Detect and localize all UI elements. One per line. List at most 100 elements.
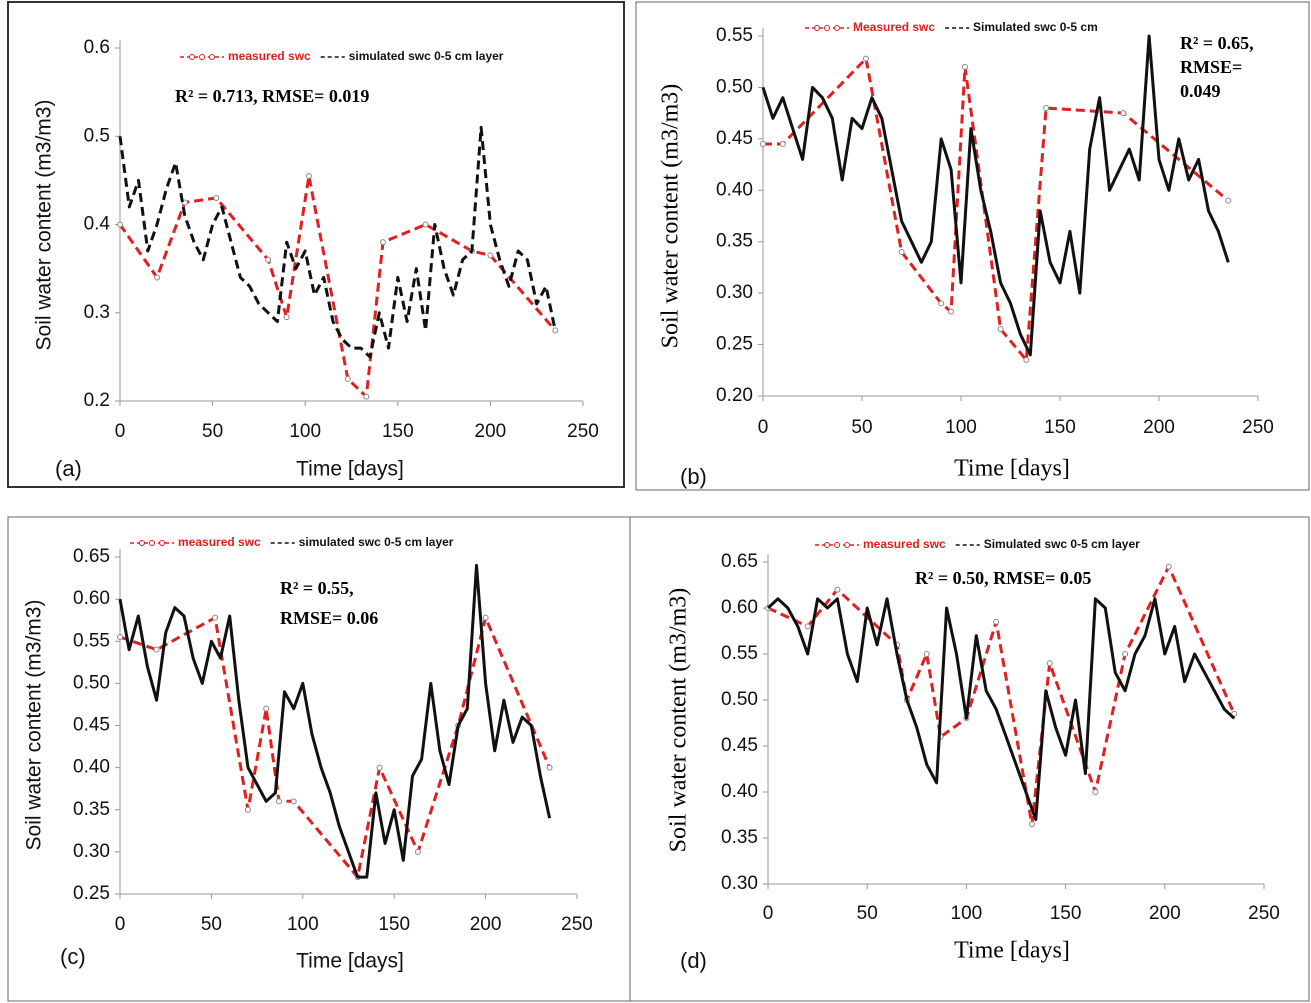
- y-tick-label: 0.4: [84, 214, 111, 235]
- y-tick-label: 0.5: [84, 125, 110, 146]
- y-tick-label: 0.55: [73, 630, 110, 651]
- y-tick-label: 0.45: [716, 128, 753, 149]
- legend-label: simulated swc 0-5 cm layer: [349, 49, 504, 63]
- x-axis-title: Time [days]: [296, 950, 404, 973]
- data-point: [344, 375, 351, 382]
- x-tick-label: 100: [951, 903, 983, 924]
- data-point: [948, 308, 955, 315]
- data-point: [482, 614, 489, 621]
- x-tick-label: 100: [289, 421, 321, 442]
- annotation: 0.049: [1180, 81, 1221, 101]
- data-point: [760, 141, 766, 147]
- y-tick-label: 0.30: [716, 282, 753, 303]
- y-tick-label: 0.35: [716, 231, 753, 252]
- data-line: [766, 597, 1236, 822]
- data-point: [376, 764, 383, 771]
- data-point: [244, 806, 251, 813]
- annotation: RMSE=: [1180, 57, 1242, 77]
- y-tick-label: 0.55: [716, 25, 753, 46]
- data-point: [1028, 821, 1035, 828]
- x-tick-label: 100: [287, 914, 319, 935]
- y-tick-label: 0.50: [73, 672, 110, 693]
- x-tick-label: 150: [1050, 903, 1082, 924]
- panel-label: (b): [680, 464, 707, 489]
- x-tick-label: 200: [1149, 903, 1181, 924]
- data-line: [763, 57, 1230, 362]
- data-point: [487, 252, 494, 259]
- y-tick-label: 0.50: [721, 689, 758, 710]
- x-tick-label: 0: [115, 914, 126, 935]
- data-point: [1023, 357, 1030, 363]
- legend-symbol-marker: [159, 540, 165, 546]
- y-tick-label: 0.2: [84, 390, 110, 411]
- data-point: [363, 393, 370, 400]
- data-point: [263, 705, 270, 712]
- y-tick-label: 0.45: [721, 735, 758, 756]
- data-point: [1231, 710, 1238, 717]
- legend-label: measured swc: [228, 49, 311, 63]
- y-tick-label: 0.35: [721, 827, 758, 848]
- data-point: [997, 326, 1004, 333]
- y-tick-label: 0.55: [721, 643, 758, 664]
- x-tick-label: 250: [567, 421, 599, 442]
- x-tick-label: 250: [1242, 417, 1274, 438]
- x-tick-label: 50: [857, 903, 878, 924]
- legend-symbol-marker: [824, 542, 830, 548]
- legend-symbol-marker: [844, 542, 850, 548]
- y-tick-label: 0.25: [73, 883, 110, 904]
- x-tick-label: 150: [382, 421, 414, 442]
- x-tick-label: 150: [378, 914, 410, 935]
- data-point: [422, 221, 429, 228]
- legend-label: measured swc: [178, 535, 261, 549]
- legend-symbol-marker: [834, 542, 840, 548]
- annotation: R² = 0.65,: [1180, 33, 1254, 53]
- annotation: R² = 0.55,: [280, 578, 354, 598]
- legend-label: simulated swc 0-5 cm layer: [299, 535, 454, 549]
- data-point: [552, 327, 559, 334]
- data-point: [290, 798, 297, 805]
- data-point: [993, 618, 1000, 625]
- x-axis-title: Time [days]: [296, 458, 404, 481]
- panel-frame: [629, 516, 1310, 1002]
- y-tick-label: 0.30: [721, 873, 758, 894]
- x-tick-label: 50: [201, 914, 222, 935]
- y-axis-title: Soil water content (m3/m3): [33, 100, 56, 351]
- legend-symbol-marker: [824, 25, 830, 31]
- x-tick-label: 0: [763, 903, 774, 924]
- x-tick-label: 250: [1248, 903, 1280, 924]
- panel-label: (d): [680, 948, 707, 973]
- x-tick-label: 0: [758, 417, 769, 438]
- annotation: RMSE= 0.06: [280, 608, 378, 628]
- x-tick-label: 200: [470, 914, 502, 935]
- data-point: [1120, 110, 1127, 117]
- x-tick-label: 50: [202, 421, 223, 442]
- y-tick-label: 0.40: [73, 757, 110, 778]
- x-tick-label: 50: [851, 417, 872, 438]
- y-axis-title: Soil water content (m3/m3): [23, 600, 46, 851]
- data-point: [379, 239, 386, 246]
- data-point: [1122, 651, 1129, 657]
- y-axis-title: Soil water content (m3/m3): [666, 588, 692, 853]
- y-tick-label: 0.65: [73, 546, 110, 567]
- data-line: [118, 563, 552, 879]
- data-point: [938, 300, 945, 307]
- x-tick-label: 150: [1044, 417, 1076, 438]
- y-tick-label: 0.20: [716, 385, 753, 406]
- x-axis-title: Time [days]: [954, 456, 1070, 482]
- annotation: R² = 0.713, RMSE= 0.019: [175, 86, 369, 106]
- data-point: [276, 798, 283, 805]
- data-point: [153, 646, 160, 653]
- x-tick-label: 200: [475, 421, 507, 442]
- data-point: [117, 221, 123, 228]
- data-point: [212, 614, 219, 621]
- x-tick-label: 200: [1143, 417, 1175, 438]
- data-point: [923, 651, 930, 657]
- y-tick-label: 0.40: [716, 179, 753, 200]
- y-tick-label: 0.3: [84, 302, 110, 323]
- x-tick-label: 100: [945, 417, 977, 438]
- y-tick-label: 0.30: [73, 841, 110, 862]
- data-point: [779, 141, 786, 147]
- legend-symbol-marker: [139, 540, 145, 546]
- y-tick-label: 0.60: [721, 597, 758, 618]
